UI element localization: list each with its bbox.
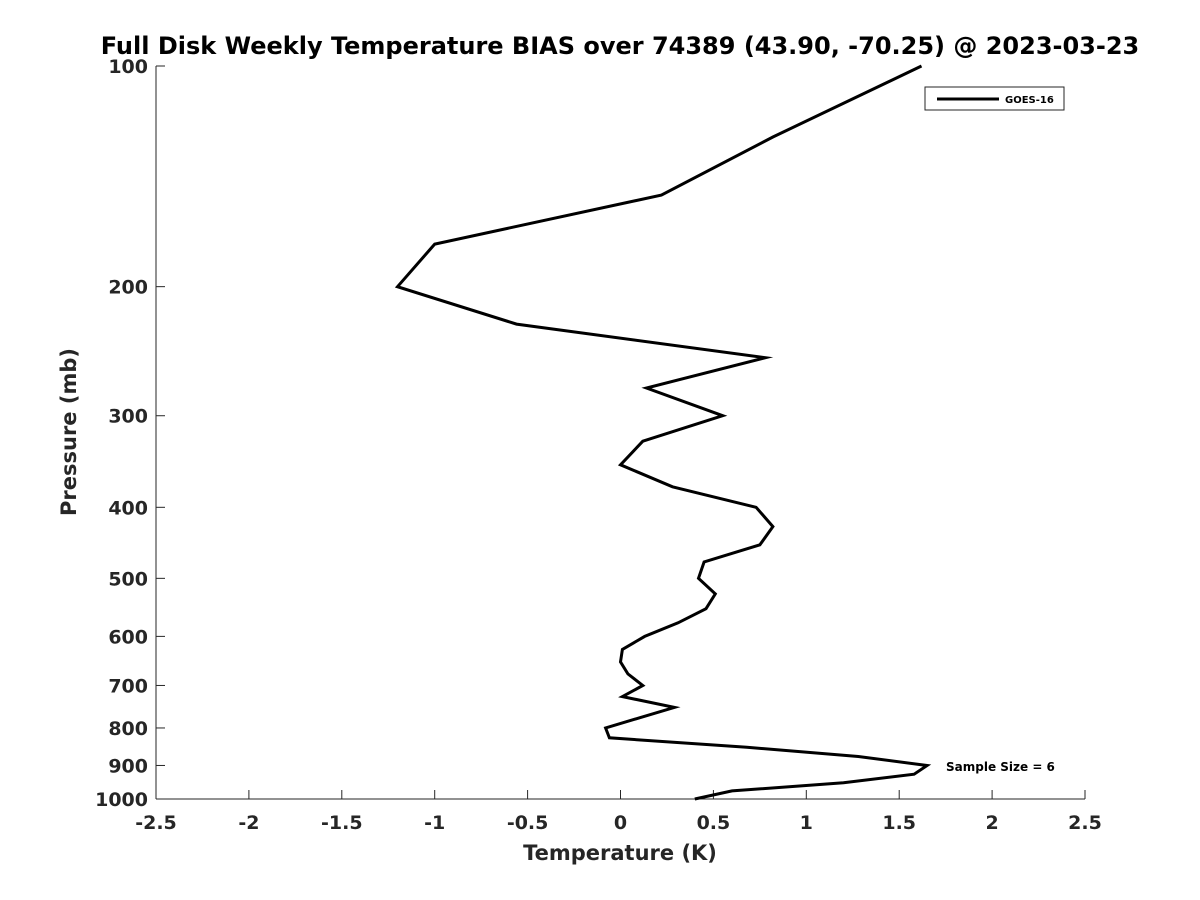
series-line-goes-16 [394, 64, 932, 801]
x-tick-label: 1.5 [882, 812, 916, 834]
x-tick-label: 0.5 [697, 812, 731, 834]
x-axis-label: Temperature (K) [523, 841, 717, 865]
y-tick-label: 400 [108, 497, 148, 519]
x-tick-label: -0.5 [507, 812, 549, 834]
y-tick-label: 1000 [95, 789, 148, 811]
x-tick-label: -2.5 [135, 812, 177, 834]
x-tick-label: 2.5 [1068, 812, 1102, 834]
y-tick-label: 700 [108, 675, 148, 697]
sample-size-annotation: Sample Size = 6 [946, 760, 1055, 774]
axes: -2.5 -2 -1.5 -1 -0.5 0 0.5 1 1.5 2 2.5 100 200 300 400… [95, 56, 1102, 834]
y-tick-label: 200 [108, 277, 148, 299]
x-tick-label: -2 [238, 812, 259, 834]
legend-label: GOES-16 [1005, 95, 1054, 106]
x-tick-label: 0 [614, 812, 627, 834]
y-tick-label: 300 [108, 406, 148, 428]
y-tick-label: 900 [108, 755, 148, 777]
chart-title: Full Disk Weekly Temperature BIAS over 7… [101, 32, 1140, 60]
x-tick-label: 1 [800, 812, 813, 834]
y-tick-label: 100 [108, 56, 148, 78]
y-tick-label: 600 [108, 626, 148, 648]
x-tick-label: -1.5 [321, 812, 363, 834]
y-tick-label: 800 [108, 718, 148, 740]
x-tick-label: -1 [424, 812, 445, 834]
y-tick-label: 500 [108, 568, 148, 590]
x-tick-label: 2 [985, 812, 998, 834]
series-layer [394, 64, 932, 801]
y-axis-label: Pressure (mb) [57, 348, 81, 516]
legend: GOES-16 [924, 86, 1065, 111]
